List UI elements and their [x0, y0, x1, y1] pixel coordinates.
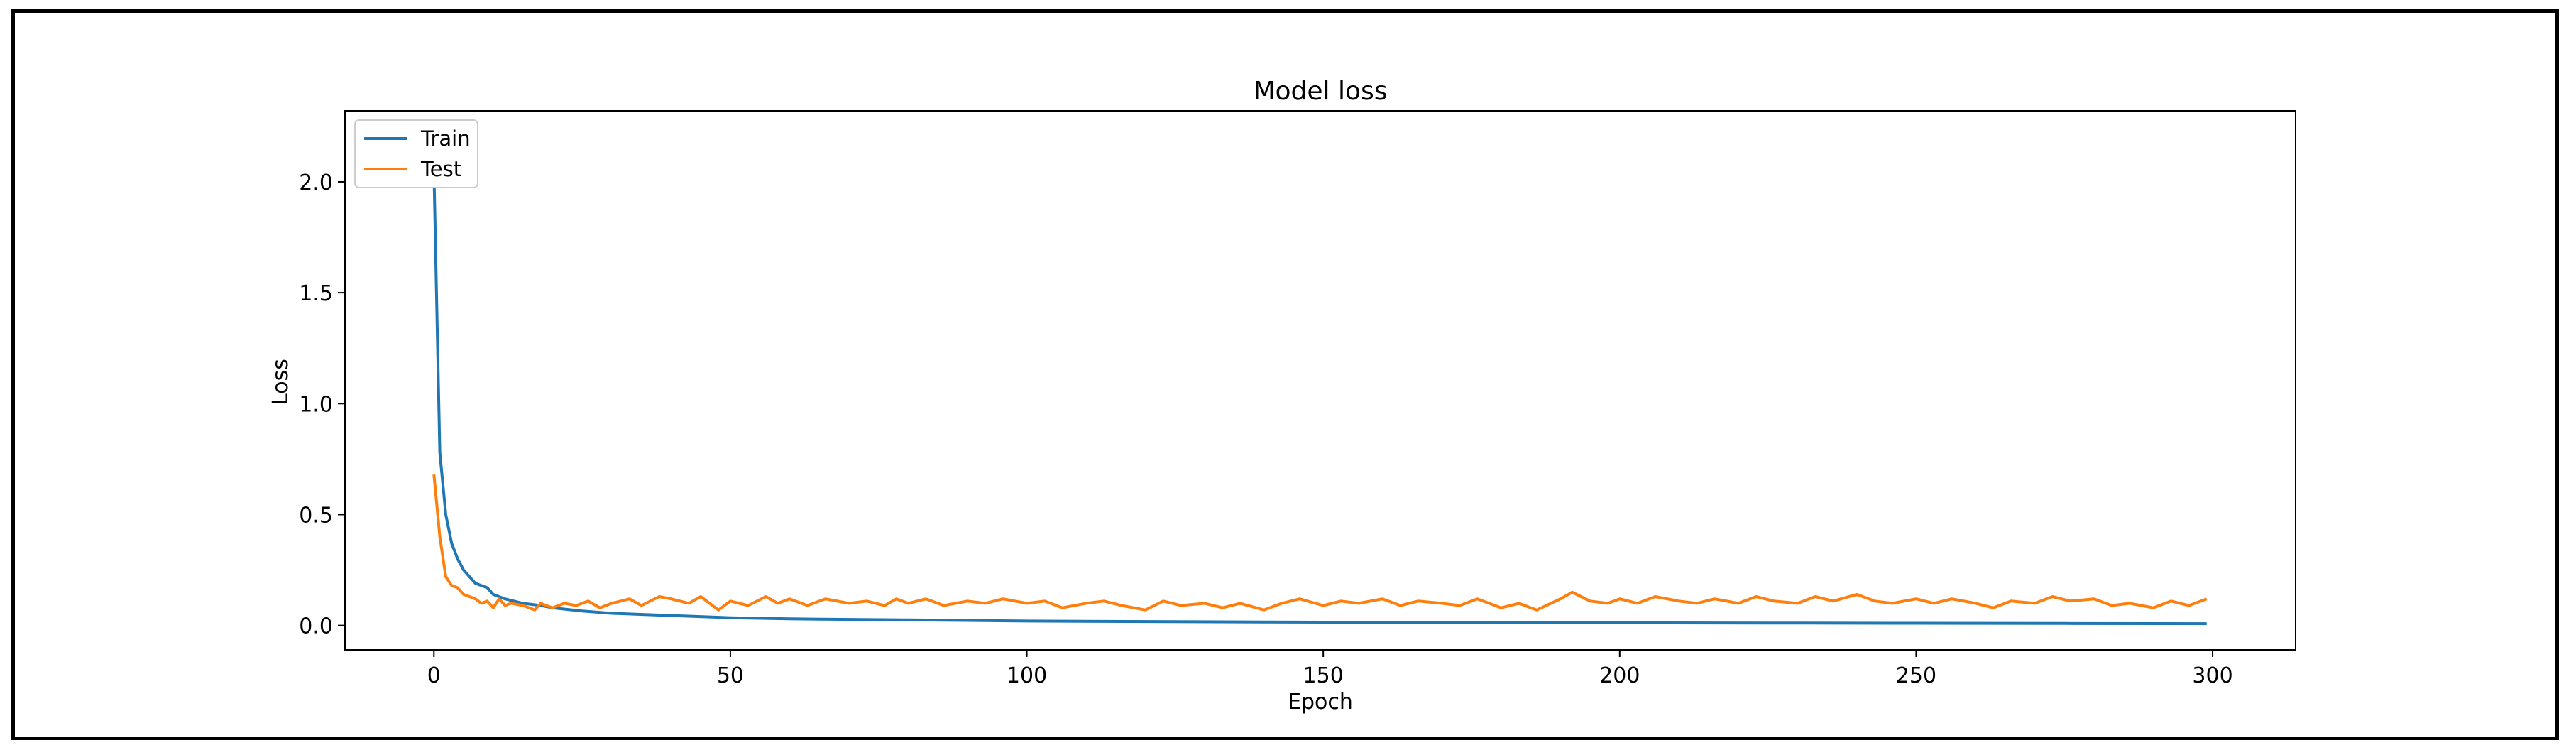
y-tick-label: 0.0 [299, 614, 333, 639]
plot-area [344, 110, 2296, 651]
x-tick-label: 150 [1303, 663, 1344, 688]
legend-label-test: Test [420, 157, 461, 181]
x-tick-label: 100 [1007, 663, 1047, 688]
y-tick-label: 1.5 [299, 281, 333, 306]
x-tick-label: 200 [1599, 663, 1640, 688]
series-line-test [432, 474, 2208, 612]
x-axis-title: Epoch [1288, 690, 1353, 715]
y-tick-label: 0.5 [299, 503, 333, 528]
x-tick-label: 250 [1896, 663, 1936, 688]
series-line-train [432, 170, 2207, 626]
legend: Train Test [354, 119, 478, 188]
x-tick-label: 50 [717, 663, 744, 688]
chart-title: Model loss [1253, 77, 1387, 106]
x-axis-ticks: 0 50 100 150 200 250 300 [427, 650, 2233, 688]
series-lines [432, 170, 2208, 626]
legend-label-train: Train [420, 126, 471, 151]
x-tick-label: 300 [2192, 663, 2232, 688]
y-axis-ticks: 0.0 0.5 1.0 1.5 2.0 [299, 170, 345, 639]
legend-box [354, 119, 478, 188]
y-axis-title: Loss [268, 359, 293, 406]
y-tick-label: 2.0 [299, 170, 333, 195]
y-tick-label: 1.0 [299, 392, 333, 417]
x-tick-label: 0 [427, 663, 441, 688]
